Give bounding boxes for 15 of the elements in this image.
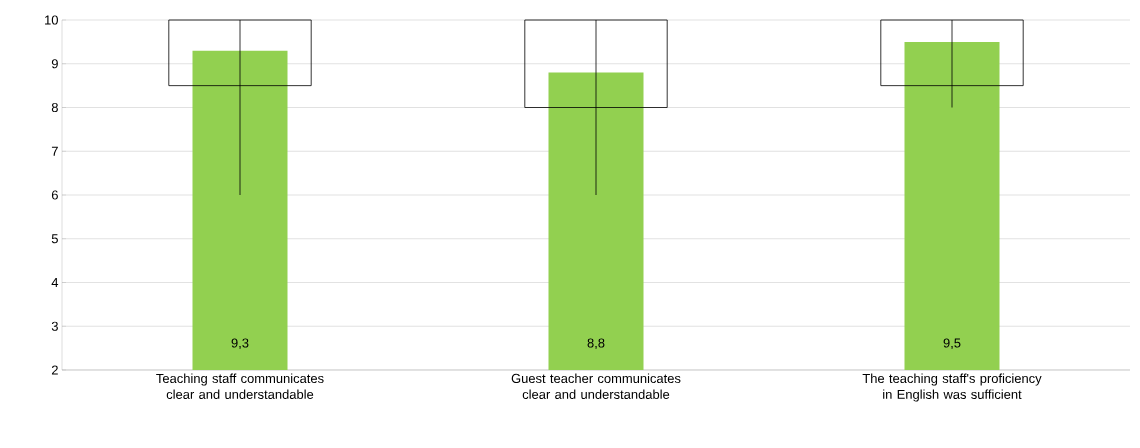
y-tick-label: 8: [51, 102, 58, 113]
x-tick-label: Guest teacher communicates clear and understandable: [511, 373, 681, 399]
y-tick-label: 10: [45, 15, 58, 25]
data-label: 9,5: [943, 338, 961, 350]
data-label: 9,3: [231, 338, 249, 350]
y-tick-label: 7: [51, 146, 58, 156]
x-tick-label: The teaching staff's proficiency in English was sufficient: [862, 373, 1042, 402]
x-tick-label: Teaching staff communicates clear and understandable: [156, 373, 324, 399]
y-tick-label: 4: [51, 278, 59, 287]
data-label: 8,8: [587, 338, 605, 350]
y-tick-label: 9: [51, 59, 58, 69]
y-tick-label: 5: [51, 234, 58, 244]
y-tick-label: 3: [51, 321, 58, 331]
y-tick-label: 6: [51, 190, 58, 200]
y-tick-label: 2: [51, 365, 58, 375]
